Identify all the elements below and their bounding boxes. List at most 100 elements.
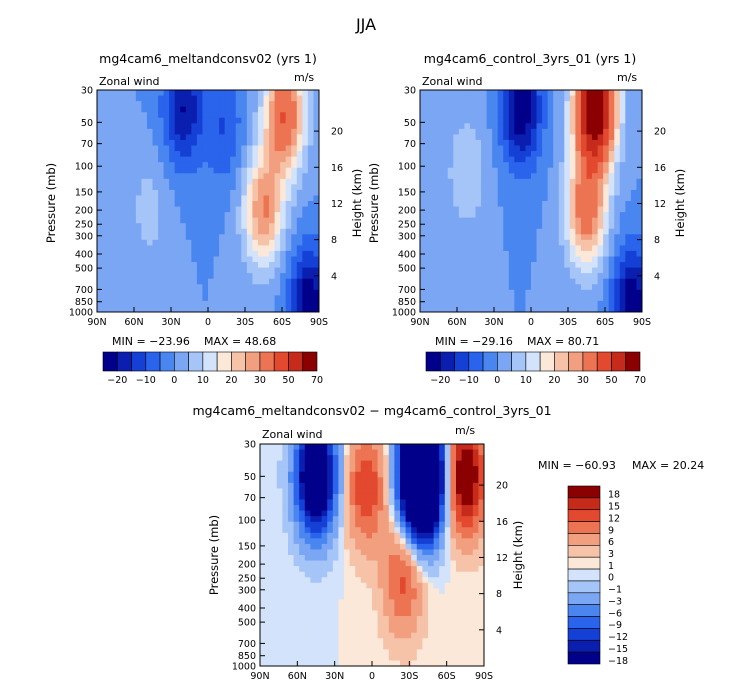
contour-cell — [377, 649, 384, 656]
contour-cell — [564, 112, 571, 119]
contour-cell — [461, 577, 468, 584]
contour-cell — [263, 262, 270, 268]
contour-cell — [152, 95, 159, 102]
contour-cell — [586, 239, 593, 246]
contour-cell — [469, 217, 476, 224]
contour-cell — [169, 295, 176, 302]
contour-cell — [592, 245, 598, 252]
contour-cell — [202, 239, 209, 246]
contour-cell — [158, 201, 164, 207]
contour-cell — [564, 262, 571, 268]
contour-cell — [146, 195, 153, 202]
contour-cell — [497, 295, 504, 302]
contour-cell — [271, 499, 278, 506]
contour-cell — [547, 223, 554, 230]
contour-cell — [102, 134, 109, 141]
contour-cell — [271, 482, 278, 489]
contour-cell — [553, 134, 560, 141]
contour-cell — [444, 571, 451, 578]
contour-cell — [224, 90, 231, 96]
contour-cell — [280, 112, 287, 119]
contour-cell — [597, 206, 604, 213]
contour-cell — [422, 510, 429, 517]
contour-cell — [416, 449, 423, 456]
contour-cell — [383, 527, 390, 534]
contour-cell — [113, 123, 120, 130]
contour-cell — [388, 477, 395, 484]
contour-cell — [257, 90, 264, 96]
contour-cell — [372, 460, 378, 467]
contour-cell — [372, 621, 378, 628]
contour-cell — [235, 90, 242, 96]
contour-cell — [185, 306, 192, 313]
contour-cell — [344, 560, 350, 567]
contour-cell — [230, 162, 237, 169]
contour-cell — [383, 505, 390, 511]
contour-cell — [158, 256, 164, 263]
contour-cell — [274, 295, 281, 302]
contour-cell — [456, 555, 462, 561]
contour-cell — [492, 134, 499, 141]
contour-cell — [439, 566, 446, 573]
contour-cell — [282, 610, 289, 617]
contour-cell — [263, 134, 270, 141]
contour-cell — [456, 588, 462, 595]
contour-cell — [282, 560, 289, 567]
contour-cell — [444, 555, 451, 561]
contour-cell — [433, 449, 440, 456]
contour-cell — [174, 306, 181, 313]
contour-cell — [321, 560, 328, 567]
contour-cell — [400, 482, 406, 489]
contour-cell — [180, 223, 187, 230]
contour-cell — [478, 593, 485, 600]
contour-cell — [185, 106, 192, 113]
contour-cell — [293, 616, 300, 622]
contour-cell — [252, 245, 259, 252]
contour-cell — [344, 532, 350, 539]
contour-cell — [433, 604, 440, 611]
contour-cell — [580, 162, 587, 169]
contour-cell — [377, 516, 384, 523]
contour-cell — [603, 289, 610, 296]
contour-cell — [420, 167, 426, 174]
contour-cell — [230, 189, 237, 196]
colorbar-swatch — [302, 351, 318, 372]
contour-cell — [299, 488, 306, 495]
contour-cell — [321, 610, 328, 617]
contour-cell — [428, 616, 434, 622]
contour-cell — [519, 90, 526, 96]
contour-cell — [271, 577, 278, 584]
contour-cell — [355, 610, 362, 617]
contour-cell — [458, 156, 465, 163]
contour-cell — [569, 189, 576, 196]
contour-cell — [293, 643, 300, 650]
contour-cell — [461, 455, 468, 462]
contour-cell — [439, 527, 446, 534]
contour-cell — [525, 117, 532, 124]
contour-cell — [263, 90, 270, 96]
contour-cell — [525, 245, 532, 252]
contour-cell — [163, 106, 170, 113]
contour-cell — [525, 106, 532, 113]
contour-cell — [246, 95, 253, 102]
contour-cell — [608, 151, 615, 157]
contour-cell — [224, 206, 231, 213]
contour-cell — [422, 532, 429, 539]
contour-cell — [388, 599, 395, 606]
contour-cell — [461, 588, 468, 595]
contour-cell — [464, 234, 471, 241]
contour-cell — [291, 306, 298, 313]
contour-cell — [514, 106, 521, 113]
contour-cell — [439, 643, 446, 650]
contour-cell — [208, 228, 214, 235]
contour-cell — [377, 505, 384, 511]
contour-cell — [282, 499, 289, 506]
contour-cell — [486, 162, 493, 169]
contour-cell — [461, 654, 468, 661]
contour-cell — [163, 90, 170, 96]
contour-cell — [377, 582, 384, 589]
contour-cell — [603, 167, 610, 174]
contour-cell — [246, 123, 253, 130]
contour-cell — [592, 239, 598, 246]
contour-cell — [135, 145, 142, 152]
